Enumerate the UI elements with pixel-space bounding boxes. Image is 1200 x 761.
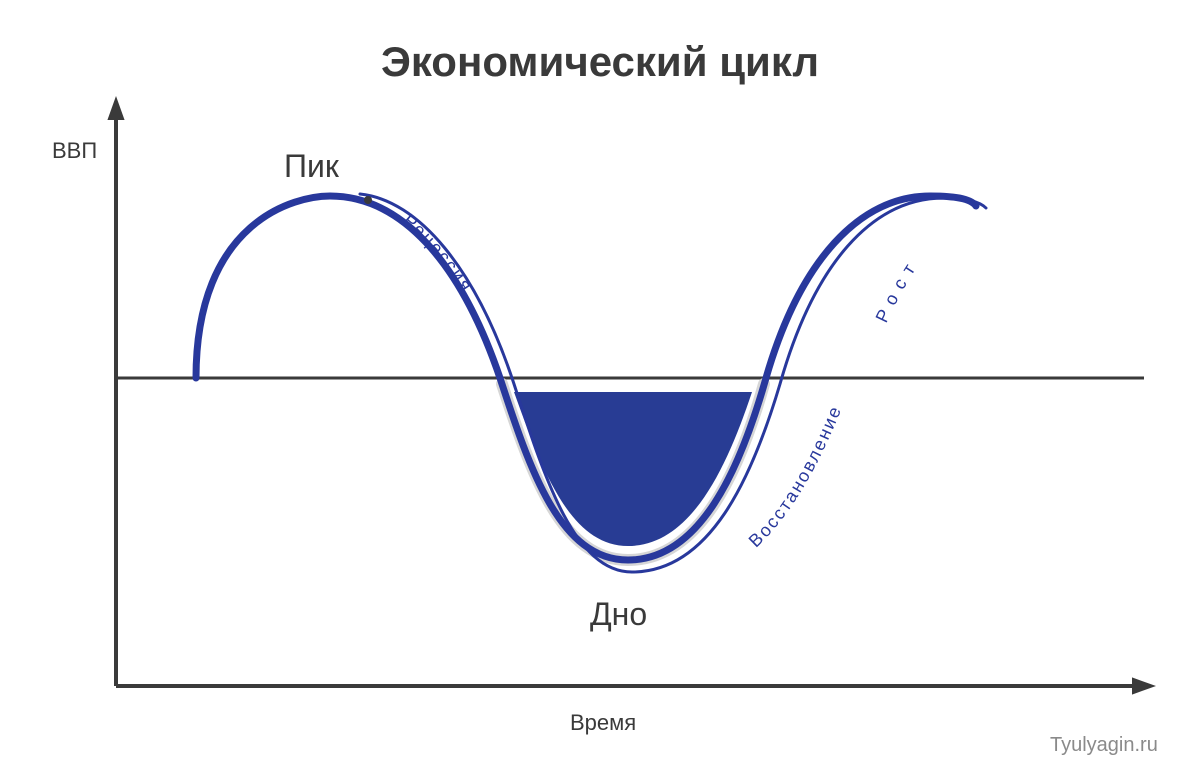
economic-cycle-chart: Рецессия Восстановление Рост [0,0,1200,761]
svg-text:Рецессия: Рецессия [399,210,477,296]
svg-text:Рост: Рост [872,254,924,326]
svg-text:Восстановление: Восстановление [745,402,846,551]
